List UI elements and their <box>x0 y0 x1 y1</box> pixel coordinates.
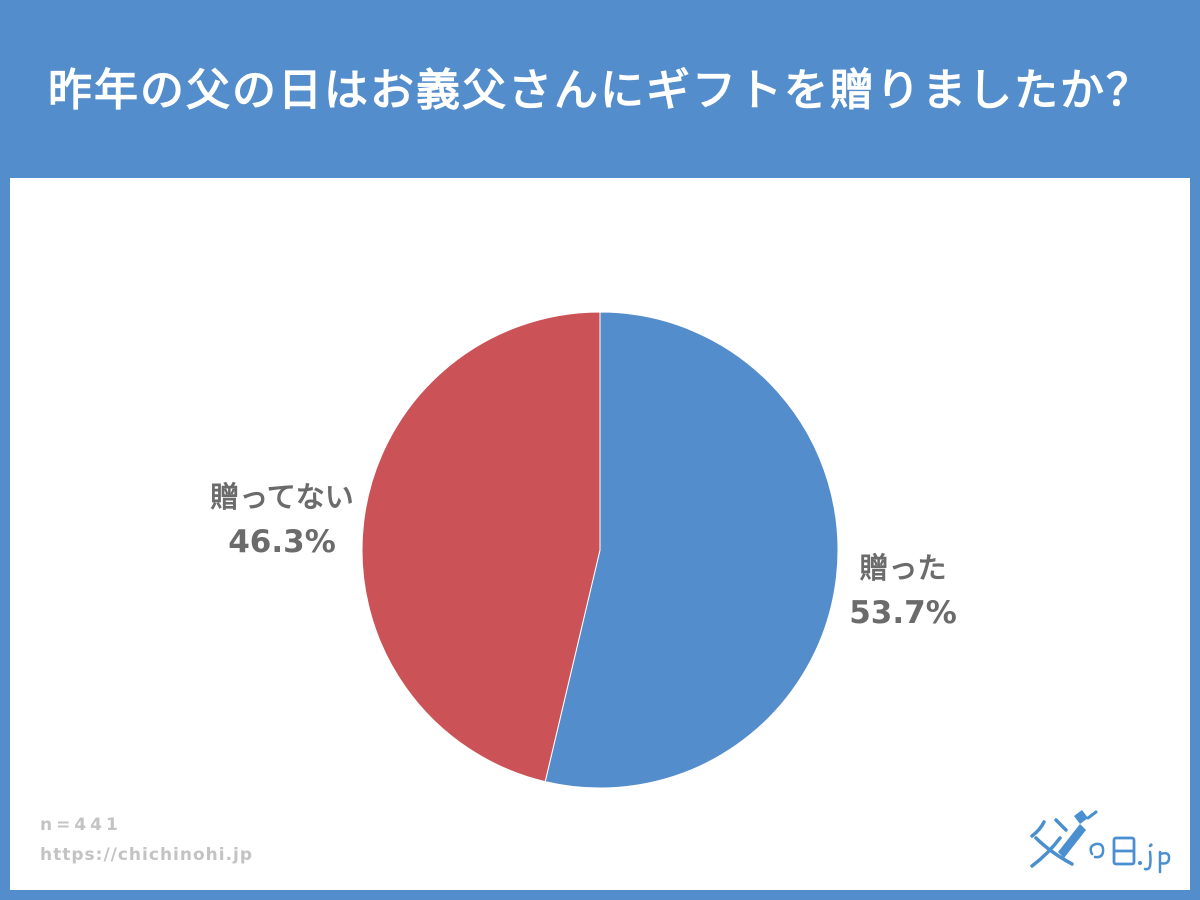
chart-header: 昨年の父の日はお義父さんにギフトを贈りましたか？ <box>0 0 1200 178</box>
source-url[interactable]: https://chichinohi.jp <box>40 845 254 865</box>
chart-panel: 贈った 53.7% 贈ってない 46.3% n=441 https://chichin… <box>10 178 1190 890</box>
slice-label-value: 53.7% <box>849 595 957 631</box>
chart-title: 昨年の父の日はお義父さんにギフトを贈りましたか？ <box>48 65 1152 116</box>
pie-labels: 贈った 53.7% 贈ってない 46.3% <box>210 480 957 631</box>
site-logo <box>1030 810 1171 874</box>
pie-slice-gave <box>544 311 839 789</box>
slice-label-value: 46.3% <box>228 524 336 560</box>
pie-slice-did-not-give <box>361 311 601 783</box>
slice-label-name: 贈った <box>859 551 946 585</box>
necktie-icon <box>1058 810 1098 858</box>
pie-chart: 贈った 53.7% 贈ってない 46.3% <box>210 311 957 789</box>
pie-slices <box>361 311 839 789</box>
sample-size: n=441 <box>40 815 122 835</box>
slice-label-name: 贈ってない <box>210 480 354 514</box>
